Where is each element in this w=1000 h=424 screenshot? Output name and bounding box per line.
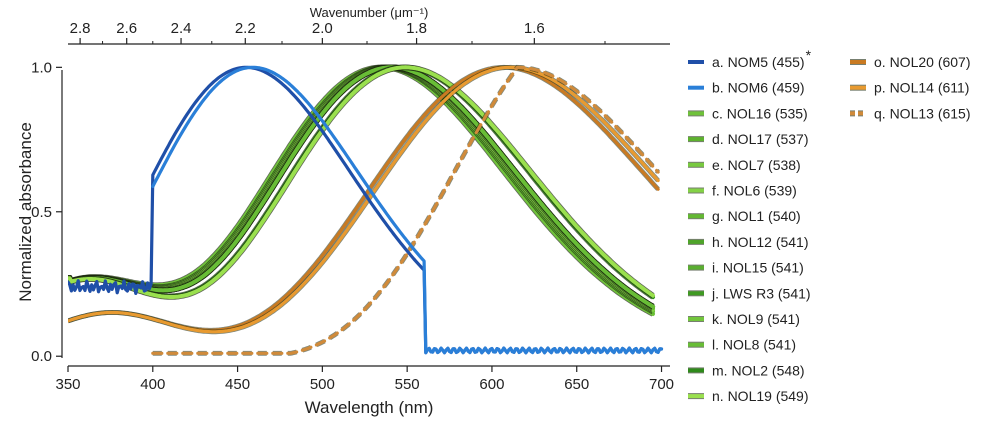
top-axis: Wavenumber (μm⁻¹) 2.8 2.6 2.4 2.2 2.0 1.8 1.6 [68, 5, 670, 45]
legend-item-a: a. NOM5 (455) * [688, 47, 812, 70]
legend-label-d: d. NOL17 (537) [712, 131, 809, 147]
legend-asterisk: * [806, 47, 812, 63]
legend-item-k: k. NOL9 (541) [688, 311, 800, 327]
legend-item-i: i. NOL15 (541) [688, 260, 804, 276]
x-tick-label-500: 500 [310, 376, 335, 393]
y-axis: Normalized absorbance 0.0 0.5 1.0 [16, 59, 63, 365]
series-line-c [68, 65, 655, 316]
x-tick-label-350: 350 [55, 376, 80, 393]
x-tick-label-550: 550 [395, 376, 420, 393]
legend-item-p: p. NOL14 (611) [850, 80, 969, 96]
legend-item-n: n. NOL19 (549) [688, 388, 809, 404]
series-line-b [151, 65, 664, 355]
top-tick-label-2.2: 2.2 [235, 20, 256, 37]
legend-label-h: h. NOL12 (541) [712, 234, 809, 250]
legend-item-c: c. NOL16 (535) [688, 105, 808, 121]
series-outline-c [68, 64, 655, 317]
legend-label-f: f. NOL6 (539) [712, 183, 797, 199]
legend-item-h: h. NOL12 (541) [688, 234, 809, 250]
legend-item-f: f. NOL6 (539) [688, 183, 797, 199]
top-axis-title: Wavenumber (μm⁻¹) [310, 5, 429, 20]
legend-label-l: l. NOL8 (541) [712, 337, 796, 353]
legend-label-o: o. NOL20 (607) [874, 54, 971, 70]
x-tick-label-600: 600 [479, 376, 504, 393]
legend-item-g: g. NOL1 (540) [688, 208, 801, 224]
legend-item-b: b. NOM6 (459) [688, 80, 805, 96]
y-tick-label-0.5: 0.5 [31, 204, 52, 221]
top-tick-label-1.6: 1.6 [524, 20, 545, 37]
legend-item-m: m. NOL2 (548) [688, 362, 805, 378]
x-tick-label-450: 450 [225, 376, 250, 393]
y-tick-label-0: 0.0 [31, 348, 52, 365]
curves-group [68, 64, 664, 356]
legend-label-q: q. NOL13 (615) [874, 105, 971, 121]
x-axis: Wavelength (nm) 350 400 450 500 550 600 650 700 [55, 365, 674, 417]
legend-label-e: e. NOL7 (538) [712, 157, 801, 173]
legend-label-m: m. NOL2 (548) [712, 362, 805, 378]
legend: a. NOM5 (455) * b. NOM6 (459) c. NOL16 (535… [688, 47, 971, 404]
x-tick-label-400: 400 [140, 376, 165, 393]
legend-label-n: n. NOL19 (549) [712, 388, 809, 404]
legend-label-i: i. NOL15 (541) [712, 260, 804, 276]
legend-item-q: q. NOL13 (615) [850, 105, 971, 121]
y-axis-title: Normalized absorbance [16, 122, 35, 302]
legend-label-p: p. NOL14 (611) [874, 80, 969, 96]
series-line-q [151, 65, 660, 355]
x-tick-label-700: 700 [649, 376, 674, 393]
legend-label-c: c. NOL16 (535) [712, 105, 808, 121]
y-tick-label-1: 1.0 [31, 59, 52, 76]
series-line-p [68, 65, 660, 334]
top-tick-label-2.4: 2.4 [171, 20, 192, 37]
legend-item-o: o. NOL20 (607) [850, 54, 971, 70]
legend-label-j: j. LWS R3 (541) [711, 285, 811, 301]
series-line-l [68, 65, 655, 309]
top-tick-label-2.8: 2.8 [70, 20, 91, 37]
legend-item-l: l. NOL8 (541) [688, 337, 796, 353]
legend-label-g: g. NOL1 (540) [712, 208, 801, 224]
legend-item-j: j. LWS R3 (541) [688, 285, 811, 301]
top-tick-label-2.6: 2.6 [116, 20, 137, 37]
legend-label-b: b. NOM6 (459) [712, 80, 805, 96]
top-tick-label-1.8: 1.8 [406, 20, 427, 37]
legend-item-d: d. NOL17 (537) [688, 131, 809, 147]
x-axis-title: Wavelength (nm) [305, 398, 434, 417]
legend-label-k: k. NOL9 (541) [712, 311, 800, 327]
top-tick-label-2: 2.0 [312, 20, 333, 37]
legend-item-e: e. NOL7 (538) [688, 157, 801, 173]
series-line-n [68, 65, 655, 299]
legend-label-a: a. NOM5 (455) [712, 54, 805, 70]
x-tick-label-650: 650 [564, 376, 589, 393]
